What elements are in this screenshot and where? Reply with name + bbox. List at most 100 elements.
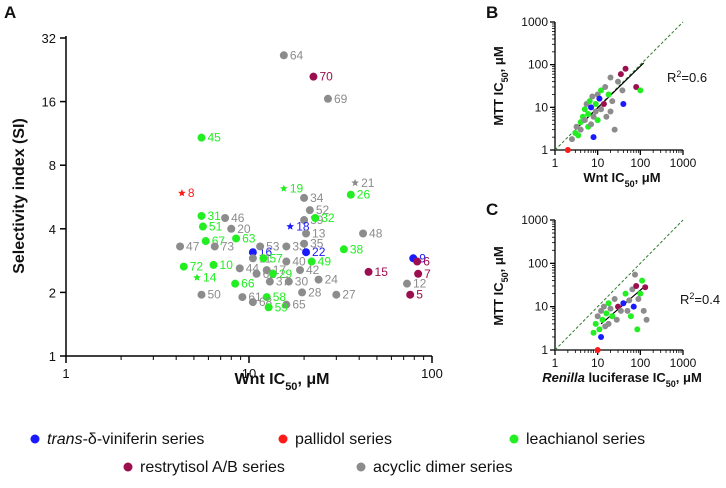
a-point-label-8: 8 (188, 186, 195, 200)
legend-label-restrytisol: restrytisol A/B series (140, 459, 285, 476)
c-point-6 (598, 307, 605, 314)
b-x-tick-label: 1000 (670, 156, 697, 170)
a-point-label-73: 73 (221, 239, 235, 253)
a-point-label-13: 13 (312, 227, 326, 241)
c-point-12 (605, 320, 612, 327)
a-point-label-46: 46 (231, 211, 245, 225)
a-point-6 (413, 257, 422, 266)
a-point-37 (265, 277, 274, 286)
c-y-tick-label: 10 (535, 300, 549, 314)
c-point-21 (624, 307, 631, 314)
c-x-tick-label: 1000 (670, 356, 697, 370)
c-point-2 (592, 320, 599, 327)
panel-b-points (564, 65, 644, 153)
b-point-27 (602, 83, 609, 90)
a-point-label-21: 21 (361, 176, 375, 190)
b-y-tick-label: 1 (541, 143, 548, 157)
a-point-label-28: 28 (308, 285, 322, 299)
a-point-label-20: 20 (237, 222, 251, 236)
b-point-34 (615, 78, 622, 85)
panel-a-y-axis-label: Selectivity index (SI) (11, 118, 28, 274)
b-point-37 (620, 100, 627, 107)
c-y-tick-label: 1 (541, 343, 548, 357)
a-x-tick-label: 1 (62, 366, 69, 381)
a-point-label-69: 69 (334, 92, 348, 106)
a-point-28 (298, 288, 307, 297)
panel-b-axes: 1 10 100 1000 1 10 100 1000 Wnt IC50, μM MTT IC50… (491, 15, 707, 189)
c-point-10 (603, 310, 610, 317)
a-point-label-49: 49 (318, 255, 332, 269)
a-point-label-64: 64 (290, 48, 304, 62)
a-point-65 (282, 300, 291, 309)
legend-marker-pallidol (278, 434, 288, 444)
a-point-label-66: 66 (241, 277, 255, 291)
a-point-label-7: 7 (424, 267, 431, 281)
a-point-19 (280, 184, 288, 192)
b-y-tick-label: 10 (535, 100, 549, 114)
c-x-tick-label: 1 (552, 356, 559, 370)
a-point-57 (259, 254, 268, 263)
a-point-label-50: 50 (207, 288, 221, 302)
c-point-33 (642, 284, 649, 291)
a-y-tick-label: 32 (42, 31, 56, 46)
a-point-47 (176, 242, 185, 251)
c-point-28 (634, 326, 641, 333)
b-point-18 (590, 134, 597, 141)
c-y-tick-label: 1000 (521, 213, 548, 227)
c-point-18 (617, 307, 624, 314)
a-point-29 (268, 269, 277, 278)
a-point-label-34: 34 (310, 191, 324, 205)
c-point-5 (598, 333, 605, 340)
b-point-19 (592, 100, 599, 107)
b-x-axis-label: Wnt IC50, μM (583, 170, 660, 189)
a-x-tick-label: 100 (421, 366, 443, 381)
b-y-tick-label: 1000 (521, 15, 548, 29)
b-point-0 (564, 147, 571, 153)
b-point-25 (598, 106, 605, 113)
a-point-64 (279, 51, 288, 60)
a-point-5 (406, 290, 415, 299)
c-point-29 (635, 296, 642, 303)
a-point-label-38: 38 (350, 242, 364, 256)
b-point-17 (590, 113, 597, 120)
c-point-27 (633, 282, 640, 289)
b-point-40 (637, 87, 644, 94)
a-point-label-58: 58 (273, 290, 287, 304)
c-point-34 (643, 316, 650, 323)
a-point-7 (414, 269, 423, 278)
c-point-22 (626, 297, 633, 304)
a-x-tick-label: 10 (242, 366, 256, 381)
c-point-19 (620, 300, 627, 307)
a-point-32 (311, 213, 320, 222)
a-point-8 (178, 189, 186, 197)
b-point-30 (607, 74, 614, 81)
c-point-1 (590, 329, 597, 336)
a-point-label-9: 9 (419, 251, 426, 265)
a-point-label-22: 22 (312, 245, 326, 259)
legend-marker-restrytisol (123, 462, 133, 472)
c-point-4 (596, 326, 603, 333)
a-y-tick-label: 2 (49, 285, 56, 300)
a-point-58 (262, 293, 271, 302)
c-x-tick-label: 100 (630, 356, 650, 370)
b-point-4 (575, 132, 582, 139)
a-point-66 (231, 279, 240, 288)
c-r2-label: R2=0.4 (680, 291, 720, 307)
c-point-23 (627, 313, 634, 320)
c-point-7 (599, 316, 606, 323)
a-point-label-53: 53 (266, 239, 280, 253)
b-point-38 (622, 65, 629, 72)
c-point-15 (611, 296, 618, 303)
a-point-label-5: 5 (416, 288, 423, 302)
b-point-16 (589, 93, 596, 100)
b-point-32 (609, 98, 616, 105)
panel-b-label: B (486, 3, 498, 22)
b-r2-label: R2=0.6 (667, 69, 707, 85)
a-point-70 (309, 72, 318, 81)
a-point-46 (221, 213, 230, 222)
b-x-tick-label: 10 (591, 156, 605, 170)
b-point-9 (581, 117, 588, 124)
